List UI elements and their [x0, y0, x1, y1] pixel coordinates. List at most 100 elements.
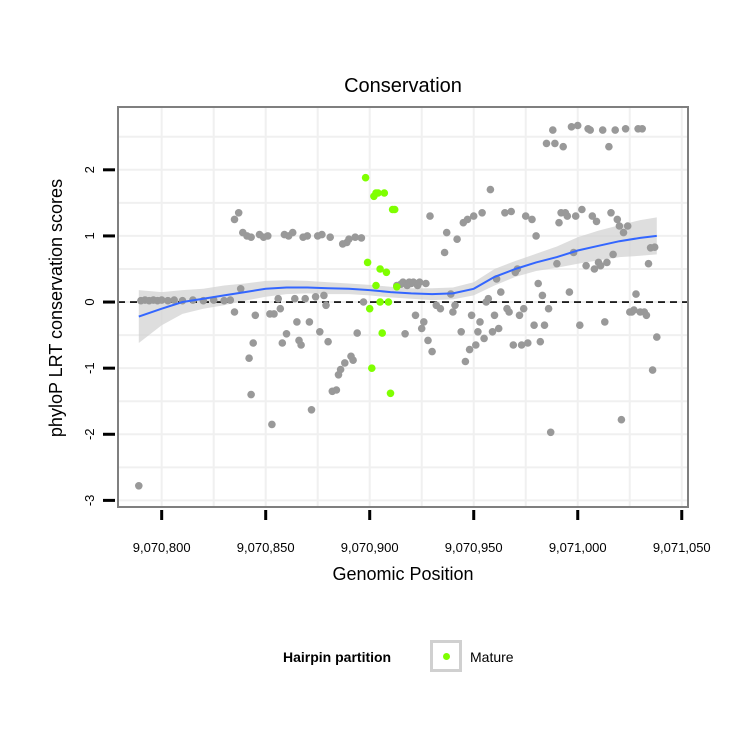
x-tick-label: 9,070,900 [341, 540, 399, 555]
other-point [474, 328, 482, 336]
other-point [411, 311, 420, 320]
loess-curve [138, 234, 657, 318]
x-axis-label: Genomic Position [332, 564, 473, 584]
mature-point [376, 265, 384, 273]
other-point [563, 212, 572, 220]
other-point [332, 386, 341, 394]
other-point [517, 341, 526, 349]
y-axis-label: phyloP LRT conservation scores [46, 179, 66, 437]
other-point [349, 356, 357, 365]
other-point [559, 142, 567, 151]
other-point [638, 125, 646, 133]
other-point [534, 279, 542, 288]
other-point [571, 212, 580, 220]
other-point [476, 318, 484, 326]
legend: Hairpin partition Mature [0, 640, 750, 676]
other-point [542, 139, 551, 148]
x-tick-label: 9,070,850 [237, 540, 295, 555]
other-point [415, 278, 424, 287]
other-point [653, 333, 661, 341]
mature-point [382, 268, 391, 277]
other-point [135, 482, 143, 490]
x-tick-label: 9,070,950 [445, 540, 503, 555]
other-point [463, 215, 472, 224]
mature-point [380, 189, 389, 197]
other-point [536, 337, 545, 346]
other-point [426, 212, 434, 220]
other-point [576, 321, 584, 330]
x-tick-label: 9,070,800 [133, 540, 191, 555]
other-point [623, 222, 632, 230]
other-point [170, 296, 178, 304]
other-point [251, 311, 260, 320]
other-point [540, 321, 549, 330]
other-point [524, 339, 532, 347]
mature-point [376, 298, 384, 306]
other-point [291, 294, 299, 303]
other-point [307, 406, 316, 414]
scatter-points [135, 121, 661, 490]
other-point [494, 324, 503, 333]
other-point [297, 341, 305, 349]
y-tick-label: 1 [82, 232, 97, 239]
other-point [478, 209, 486, 217]
other-point [505, 308, 513, 316]
other-point [316, 328, 324, 336]
other-point [467, 311, 476, 320]
mature-point [368, 364, 376, 373]
other-point [401, 330, 409, 338]
other-point [359, 298, 368, 306]
y-tick-label: 2 [82, 166, 97, 173]
other-point [357, 234, 366, 242]
other-point [270, 310, 278, 318]
mature-point [374, 189, 382, 197]
other-point [274, 294, 283, 303]
other-point [509, 341, 518, 349]
other-point [236, 285, 245, 293]
other-point [555, 218, 563, 227]
other-point [472, 341, 480, 349]
other-point [336, 365, 345, 374]
other-point [617, 415, 626, 424]
confidence-band [138, 217, 657, 343]
mature-point [361, 173, 370, 182]
mature-point [384, 298, 393, 306]
other-point [451, 301, 459, 310]
other-point [567, 123, 576, 131]
other-point [247, 390, 255, 399]
y-tick-label: -3 [82, 495, 97, 507]
other-point [490, 311, 499, 320]
other-point [607, 209, 615, 217]
other-point [457, 328, 466, 336]
other-point [226, 296, 235, 304]
y-tick-label: -2 [82, 428, 97, 440]
other-point [245, 354, 253, 363]
other-point [532, 232, 540, 240]
other-point [519, 304, 528, 313]
mature-point [378, 329, 387, 337]
other-point [164, 296, 172, 305]
other-point [592, 217, 601, 226]
other-point [320, 291, 328, 300]
other-point [234, 209, 243, 217]
other-point [598, 126, 607, 134]
mature-point [390, 205, 399, 214]
legend-label-mature: Mature [470, 649, 514, 665]
smooth-line [138, 234, 657, 318]
other-point [650, 243, 659, 251]
mature-point [372, 281, 380, 290]
other-point [486, 185, 495, 194]
other-point [442, 228, 451, 237]
other-point [469, 212, 478, 220]
other-point [578, 205, 586, 214]
mature-point [386, 389, 395, 398]
other-point [453, 235, 461, 243]
other-point [515, 311, 524, 320]
other-point [521, 212, 530, 220]
other-point [648, 366, 657, 374]
x-tick-label: 9,071,050 [653, 540, 711, 555]
other-point [420, 318, 428, 326]
other-point [230, 215, 239, 224]
other-point [278, 339, 287, 347]
